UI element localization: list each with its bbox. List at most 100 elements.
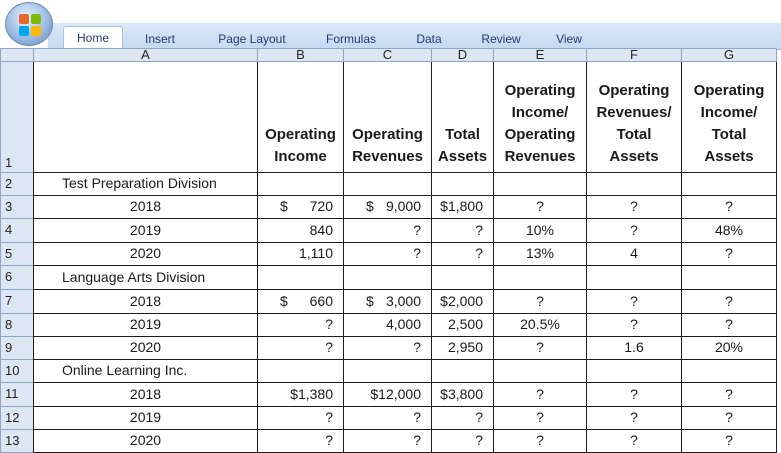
cell-d12[interactable]: ?	[432, 407, 494, 430]
cell-d9[interactable]: 2,950	[432, 337, 494, 360]
cell-c8[interactable]: 4,000	[344, 314, 432, 337]
cell-f6[interactable]	[587, 266, 682, 290]
cell-d1[interactable]: Total Assets	[432, 62, 494, 173]
cell-d4[interactable]: ?	[432, 219, 494, 243]
year-label[interactable]: 2018	[34, 383, 258, 407]
row-header-6[interactable]: 6	[0, 266, 34, 290]
cell-b13[interactable]: ?	[258, 430, 344, 453]
row-header-13[interactable]: 13	[0, 430, 34, 453]
cell-f9[interactable]: 1.6	[587, 337, 682, 360]
cell-g1[interactable]: Operating Income/Total Assets	[682, 62, 777, 173]
cell-e4[interactable]: 10%	[494, 219, 587, 243]
tab-insert[interactable]: Insert	[144, 32, 175, 46]
cell-d13[interactable]: ?	[432, 430, 494, 453]
cell-e13[interactable]: ?	[494, 430, 587, 453]
cell-e7[interactable]: ?	[494, 290, 587, 314]
cell-c9[interactable]: ?	[344, 337, 432, 360]
cell-d7[interactable]: $2,000	[432, 290, 494, 314]
cell-f10[interactable]	[587, 360, 682, 383]
cell-c3[interactable]: $9,000	[344, 196, 432, 219]
cell-f5[interactable]: 4	[587, 243, 682, 266]
cell-b3[interactable]: $720	[258, 196, 344, 219]
cell-g11[interactable]: ?	[682, 383, 777, 407]
cell-g9[interactable]: 20%	[682, 337, 777, 360]
cell-c12[interactable]: ?	[344, 407, 432, 430]
cell-e5[interactable]: 13%	[494, 243, 587, 266]
cell-b12[interactable]: ?	[258, 407, 344, 430]
cell-b7[interactable]: $660	[258, 290, 344, 314]
cell-e6[interactable]	[494, 266, 587, 290]
cell-e12[interactable]: ?	[494, 407, 587, 430]
section-label[interactable]: Test Preparation Division	[34, 173, 258, 196]
row-header-11[interactable]: 11	[0, 383, 34, 407]
row-header-5[interactable]: 5	[0, 243, 34, 266]
cell-c10[interactable]	[344, 360, 432, 383]
office-button[interactable]	[5, 2, 53, 46]
tab-review[interactable]: Review	[481, 32, 521, 46]
column-header-e[interactable]: E	[494, 48, 587, 62]
cell-f2[interactable]	[587, 173, 682, 196]
cell-c13[interactable]: ?	[344, 430, 432, 453]
cell-c2[interactable]	[344, 173, 432, 196]
row-header-7[interactable]: 7	[0, 290, 34, 314]
year-label[interactable]: 2019	[34, 407, 258, 430]
cell-g8[interactable]: ?	[682, 314, 777, 337]
cell-f12[interactable]: ?	[587, 407, 682, 430]
column-header-f[interactable]: F	[587, 48, 682, 62]
cell-a1[interactable]	[34, 62, 258, 173]
cell-b2[interactable]	[258, 173, 344, 196]
cell-g3[interactable]: ?	[682, 196, 777, 219]
row-header-8[interactable]: 8	[0, 314, 34, 337]
column-header-c[interactable]: C	[344, 48, 432, 62]
cell-g7[interactable]: ?	[682, 290, 777, 314]
cell-f3[interactable]: ?	[587, 196, 682, 219]
cell-d6[interactable]	[432, 266, 494, 290]
cell-g2[interactable]	[682, 173, 777, 196]
cell-e11[interactable]: ?	[494, 383, 587, 407]
cell-e3[interactable]: ?	[494, 196, 587, 219]
cell-e8[interactable]: 20.5%	[494, 314, 587, 337]
cell-g5[interactable]: ?	[682, 243, 777, 266]
cell-c4[interactable]: ?	[344, 219, 432, 243]
cell-e10[interactable]	[494, 360, 587, 383]
cell-g6[interactable]	[682, 266, 777, 290]
tab-data[interactable]: Data	[416, 32, 442, 46]
row-header-1[interactable]: 1	[0, 62, 34, 173]
cell-b6[interactable]	[258, 266, 344, 290]
tab-home[interactable]: Home	[63, 26, 123, 50]
year-label[interactable]: 2020	[34, 337, 258, 360]
cell-d11[interactable]: $3,800	[432, 383, 494, 407]
cell-b11[interactable]: $1,380	[258, 383, 344, 407]
cell-d2[interactable]	[432, 173, 494, 196]
cell-e9[interactable]: ?	[494, 337, 587, 360]
cell-b5[interactable]: 1,110	[258, 243, 344, 266]
section-label[interactable]: Language Arts Division	[34, 266, 258, 290]
cell-g13[interactable]: ?	[682, 430, 777, 453]
cell-b4[interactable]: 840	[258, 219, 344, 243]
cell-b9[interactable]: ?	[258, 337, 344, 360]
cell-d5[interactable]: ?	[432, 243, 494, 266]
cell-b10[interactable]	[258, 360, 344, 383]
cell-c11[interactable]: $12,000	[344, 383, 432, 407]
cell-c5[interactable]: ?	[344, 243, 432, 266]
cell-b1[interactable]: Operating Income	[258, 62, 344, 173]
row-header-12[interactable]: 12	[0, 407, 34, 430]
row-header-2[interactable]: 2	[0, 173, 34, 196]
cell-e2[interactable]	[494, 173, 587, 196]
cell-e1[interactable]: Operating Income/Operating Revenues	[494, 62, 587, 173]
cell-g10[interactable]	[682, 360, 777, 383]
cell-c1[interactable]: Operating Revenues	[344, 62, 432, 173]
cell-f4[interactable]: ?	[587, 219, 682, 243]
cell-f7[interactable]: ?	[587, 290, 682, 314]
cell-f11[interactable]: ?	[587, 383, 682, 407]
tab-page-layout[interactable]: Page Layout	[218, 32, 286, 46]
row-header-10[interactable]: 10	[0, 360, 34, 383]
year-label[interactable]: 2019	[34, 314, 258, 337]
column-header-d[interactable]: D	[432, 48, 494, 62]
cell-c7[interactable]: $3,000	[344, 290, 432, 314]
year-label[interactable]: 2020	[34, 430, 258, 453]
row-header-9[interactable]: 9	[0, 337, 34, 360]
cell-g4[interactable]: 48%	[682, 219, 777, 243]
cell-f13[interactable]: ?	[587, 430, 682, 453]
cell-d8[interactable]: 2,500	[432, 314, 494, 337]
